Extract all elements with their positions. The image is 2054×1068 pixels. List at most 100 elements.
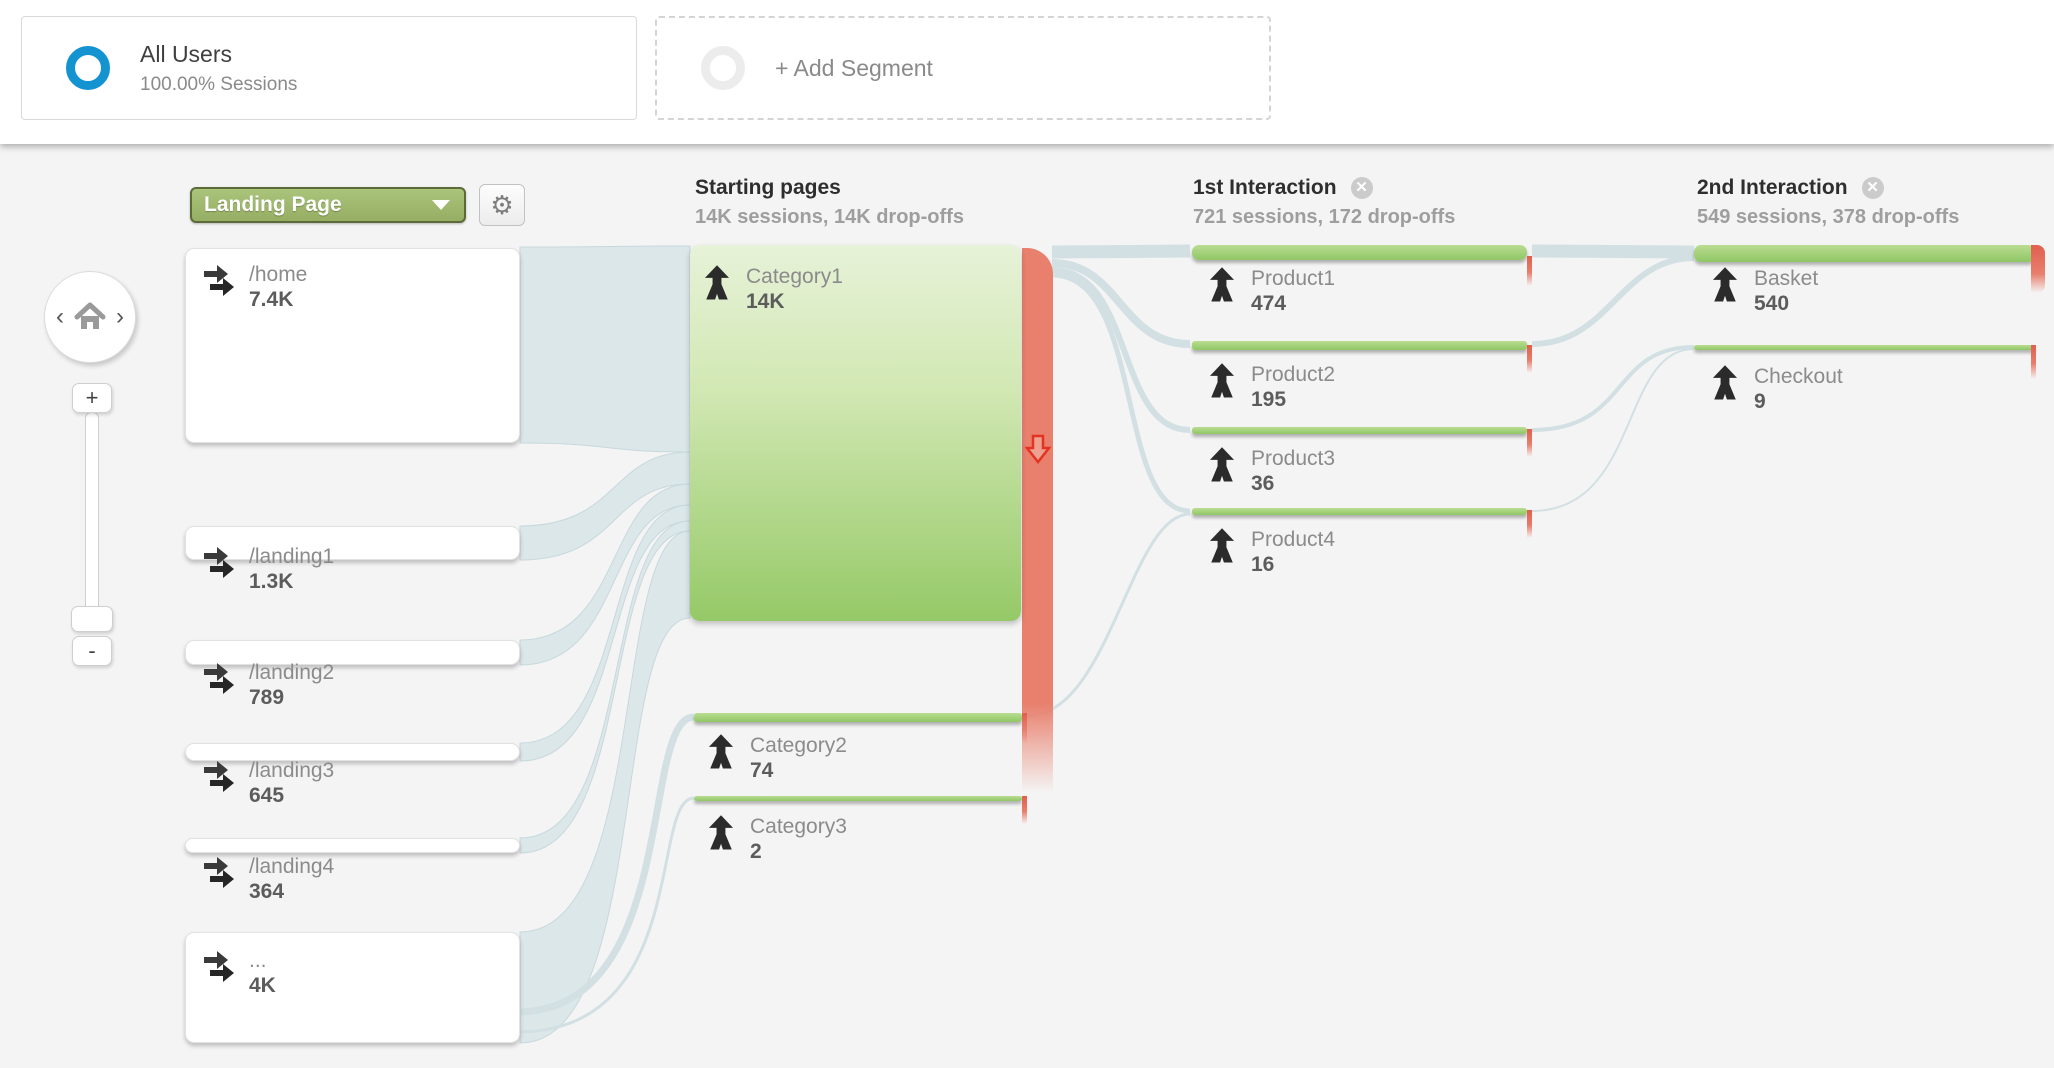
close-column-icon[interactable]: ✕ [1350,177,1373,199]
segment-card-all-users[interactable]: All Users 100.00% Sessions [21,16,637,120]
flow-node-checkout[interactable] [1694,345,2035,350]
flow-node-product4[interactable] [1192,508,1527,515]
column-subtitle: 721 sessions, 172 drop-offs [1193,206,1456,228]
node-label: /landing4 [249,855,335,878]
dropoff-band [1022,248,1053,804]
gear-icon: ⚙ [490,189,514,220]
node-bar [185,248,520,443]
flow-node-product2[interactable] [1192,341,1527,350]
flow-node-category1[interactable] [690,245,1021,621]
zoom-slider-track[interactable] [85,412,99,622]
dropoff-block [2031,245,2045,293]
node-value: 540 [1754,292,1790,315]
node-label: Basket [1754,267,1819,290]
node-value: 1.3K [249,570,294,593]
column-subtitle: 549 sessions, 378 drop-offs [1697,206,1960,228]
dimension-dropdown[interactable]: Landing Page [190,187,466,223]
node-label: Product4 [1251,528,1336,551]
merge-node-icon [1209,267,1235,302]
node-bar [185,526,520,560]
flow-node-basket[interactable] [1694,245,2035,262]
flow-ribbons [519,244,1695,1044]
node-label: Category1 [746,265,843,288]
entry-page-icon [204,547,234,578]
node-value: 195 [1251,388,1287,411]
flow-node-product3[interactable] [1192,427,1527,434]
merge-node-icon [1712,267,1738,302]
node-value: 16 [1251,553,1275,576]
entry-page-icon [204,857,234,888]
zoom-slider-handle[interactable] [71,606,113,632]
zoom-out-button[interactable]: - [72,636,112,666]
node-value: 645 [249,784,285,807]
node-bar [185,932,520,1043]
node-value: 474 [1251,292,1287,315]
flow-node-landing3[interactable]: /landing3 645 [185,743,520,838]
node-label: Product2 [1251,363,1336,386]
node-label: Category2 [750,734,847,757]
node-bar [185,640,520,665]
node-label: ... [249,949,267,972]
node-value: 14K [746,290,785,313]
flow-node-category2[interactable] [694,713,1022,722]
users-flow-canvas: Landing Page ⚙ Starting pages 14K sessio… [0,144,2054,1068]
nav-prev-button[interactable]: ‹ [56,303,64,330]
dropoff-tick [1527,345,1532,373]
node-label: Product1 [1251,267,1336,290]
dropoff-tick [1022,713,1027,743]
flow-node-others[interactable]: ... 4K [185,932,520,1043]
node-value: 789 [249,686,285,709]
flow-node-home[interactable]: /home 7.4K [185,248,520,443]
entry-page-icon [204,663,234,694]
entry-page-icon [204,951,234,982]
node-label: /landing3 [249,759,335,782]
merge-node-icon [704,265,730,300]
column-title: 2nd Interaction [1697,176,1848,199]
nav-next-button[interactable]: › [116,303,124,330]
dropoff-tick [1527,429,1532,457]
merge-node-icon [708,815,734,850]
node-value: 7.4K [249,288,294,311]
node-value: 4K [249,974,276,997]
home-icon[interactable] [72,300,108,334]
flow-node-landing1[interactable]: /landing1 1.3K [185,526,520,636]
segment-toolbar: All Users 100.00% Sessions + Add Segment [0,0,2054,144]
node-label: Category3 [750,815,847,838]
node-value: 2 [750,840,762,863]
flow-settings-button[interactable]: ⚙ [479,184,525,226]
close-column-icon[interactable]: ✕ [1861,177,1884,199]
merge-node-icon [1209,528,1235,563]
node-label: /home [249,263,308,286]
add-segment-label: + Add Segment [775,54,933,81]
dropoff-tick [1527,256,1532,286]
entry-page-icon [204,265,234,296]
dropoff-tick [1527,510,1532,538]
flow-navigator: ‹ › [44,271,136,363]
zoom-in-button[interactable]: + [72,383,112,413]
node-label: /landing2 [249,661,335,684]
column-header-1st-interaction: 1st Interaction ✕ 721 sessions, 172 drop… [1193,176,1455,229]
dropoff-tick [1022,796,1027,824]
flow-node-product1[interactable] [1192,245,1527,260]
column-subtitle: 14K sessions, 14K drop-offs [695,206,964,228]
node-value: 36 [1251,472,1275,495]
flow-node-category3[interactable] [694,796,1022,801]
node-value: 74 [750,759,774,782]
dimension-dropdown-label: Landing Page [204,193,342,216]
flow-node-landing4[interactable]: /landing4 364 [185,838,520,930]
flow-node-landing2[interactable]: /landing2 789 [185,640,520,740]
merge-node-icon [1209,363,1235,398]
node-label: Checkout [1754,365,1843,388]
add-segment-button[interactable]: + Add Segment [655,16,1271,120]
entry-page-icon [204,761,234,792]
merge-node-icon [708,734,734,769]
segment-ring-icon [66,46,110,90]
dropoff-arrow-icon [1022,434,1053,464]
node-label: Product3 [1251,447,1336,470]
column-title: Starting pages [695,176,841,199]
node-bar [185,743,520,761]
segment-title: All Users [140,40,233,67]
node-bar [185,838,520,853]
merge-node-icon [1712,365,1738,400]
node-value: 364 [249,880,285,903]
